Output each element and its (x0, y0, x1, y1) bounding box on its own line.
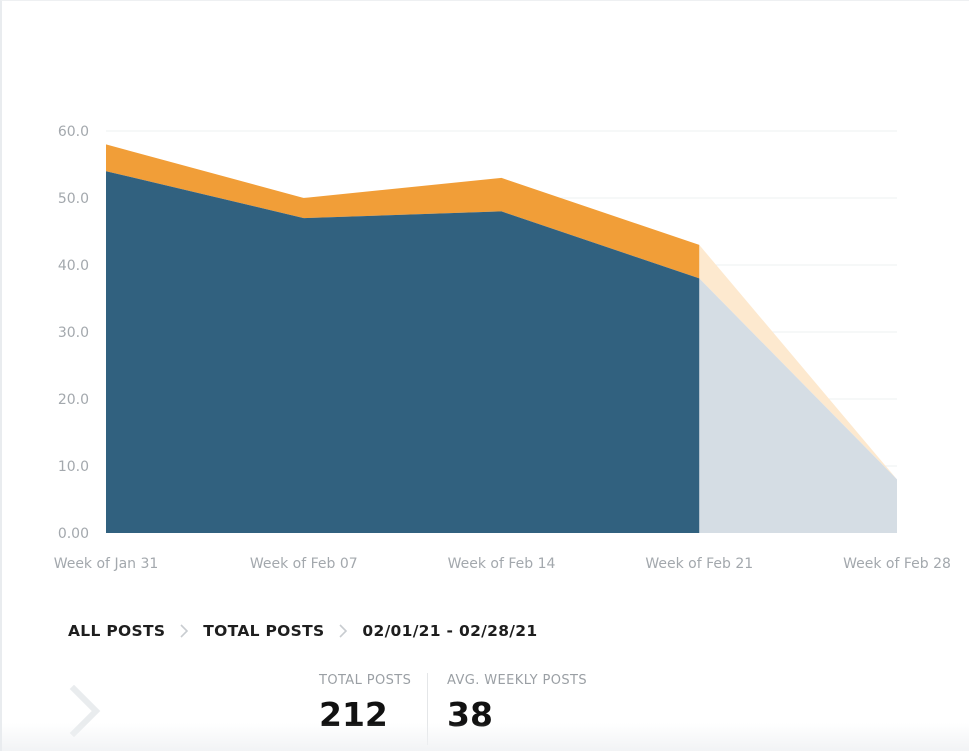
y-tick-label: 10.0 (58, 459, 89, 475)
stat-value: 38 (447, 695, 493, 734)
breadcrumb-date-range: 02/01/21 - 02/28/21 (362, 622, 538, 640)
y-tick-label: 50.0 (58, 191, 89, 207)
breadcrumb-total-posts[interactable]: TOTAL POSTS (203, 622, 325, 640)
series-1-area (106, 171, 700, 533)
series-1-projected-area (699, 278, 897, 533)
x-tick-label: Week of Jan 31 (54, 556, 159, 572)
series-2-area (106, 144, 700, 279)
chevron-right-icon[interactable] (64, 684, 104, 738)
y-tick-label: 30.0 (58, 325, 89, 341)
y-tick-label: 40.0 (58, 258, 89, 274)
chevron-right-icon (333, 621, 353, 641)
stat-total-posts: TOTAL POSTS 212 (319, 673, 411, 731)
y-tick-label: 0.00 (58, 526, 89, 542)
x-tick-label: Week of Feb 07 (250, 556, 358, 572)
stat-label: AVG. WEEKLY POSTS (447, 673, 588, 688)
x-tick-label: Week of Feb 14 (448, 556, 556, 572)
y-tick-label: 60.0 (58, 124, 89, 140)
series-2-projected-area (699, 244, 897, 480)
stat-avg-weekly-posts: AVG. WEEKLY POSTS 38 (447, 673, 587, 731)
stat-value: 212 (319, 695, 388, 734)
x-tick-label: Week of Feb 21 (645, 556, 753, 572)
x-tick-label: Week of Feb 28 (843, 556, 951, 572)
stat-label: TOTAL POSTS (319, 673, 412, 688)
stat-divider (427, 673, 428, 745)
chevron-right-icon (174, 621, 194, 641)
stacked-area-chart: 0.00 10.0 20.0 30.0 40.0 50.0 60.0 Week of Jan … (54, 124, 951, 572)
breadcrumb-all-posts[interactable]: ALL POSTS (68, 622, 166, 640)
breadcrumb: ALL POSTS TOTAL POSTS 02/01/21 - 02/28/2… (68, 619, 537, 643)
y-tick-label: 20.0 (58, 392, 89, 408)
